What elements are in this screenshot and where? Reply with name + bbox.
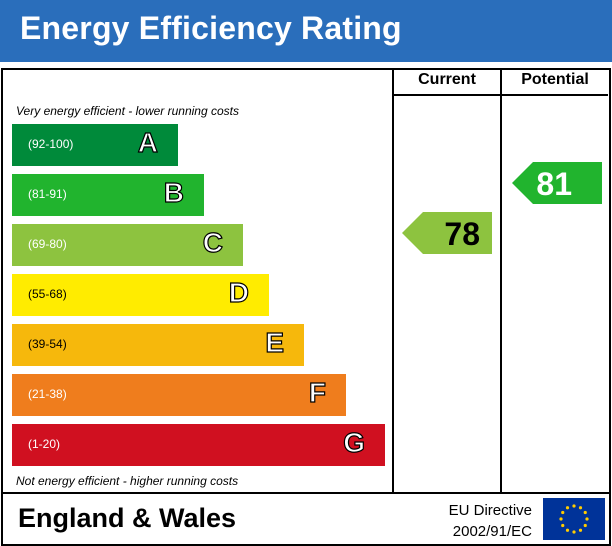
current-rating-arrow: 78	[402, 212, 492, 254]
eu-star-icon	[583, 510, 587, 515]
band-letter: G	[343, 426, 366, 458]
page-title: Energy Efficiency Rating	[20, 10, 402, 46]
divider-potential	[500, 68, 502, 494]
divider-current	[392, 68, 394, 494]
band-e: (39-54) E	[12, 324, 304, 366]
region-label: England & Wales	[18, 503, 237, 533]
eu-star-icon	[585, 517, 589, 521]
band-range-label: (81-91)	[28, 187, 67, 201]
column-header-divider	[392, 94, 608, 96]
directive-line-2: 2002/91/EC	[452, 523, 532, 540]
footer-divider	[1, 492, 609, 494]
column-header-current: Current	[418, 71, 476, 88]
eu-star-icon	[561, 523, 565, 528]
eu-star-icon	[578, 506, 583, 510]
band-range-label: (1-20)	[28, 437, 61, 451]
band-range-label: (92-100)	[28, 137, 74, 151]
band-b: (81-91) B	[12, 174, 204, 216]
note-efficient: Very energy efficient - lower running co…	[16, 104, 239, 118]
current-arrow-shape	[402, 212, 492, 254]
header-bar: Energy Efficiency Rating	[0, 0, 612, 62]
band-c: (69-80) C	[12, 224, 243, 266]
eu-directive-label: EU Directive 2002/91/EC	[422, 500, 532, 542]
eu-star-icon	[578, 528, 583, 532]
band-range-label: (69-80)	[28, 237, 67, 251]
band-a: (92-100) A	[12, 124, 178, 166]
directive-line-1: EU Directive	[448, 502, 532, 519]
eu-star-icon	[561, 510, 565, 515]
potential-rating-value: 81	[536, 166, 572, 202]
band-g: (1-20) G	[12, 424, 385, 466]
potential-rating-arrow: 81	[512, 162, 602, 204]
eu-star-icon	[559, 517, 563, 521]
band-letter: F	[308, 376, 326, 408]
band-d: (55-68) D	[12, 274, 269, 316]
band-f: (21-38) F	[12, 374, 346, 416]
potential-arrow-shape	[512, 162, 602, 204]
rating-frame	[1, 68, 611, 546]
note-inefficient: Not energy efficient - higher running co…	[16, 474, 239, 488]
band-letter: B	[163, 176, 184, 208]
eu-star-icon	[572, 504, 576, 508]
band-range-label: (39-54)	[28, 337, 67, 351]
band-letter: C	[202, 226, 223, 258]
eu-star-icon	[565, 506, 570, 510]
eu-star-icon	[572, 530, 576, 534]
band-letter: E	[265, 326, 285, 358]
band-letter: D	[228, 276, 249, 308]
eu-star-icon	[565, 528, 570, 532]
eu-flag-icon	[543, 498, 605, 540]
current-rating-value: 78	[444, 216, 480, 252]
band-letter: A	[137, 126, 158, 158]
eu-star-icon	[583, 523, 587, 528]
column-header-potential: Potential	[521, 71, 589, 88]
band-range-label: (21-38)	[28, 387, 67, 401]
band-range-label: (55-68)	[28, 287, 67, 301]
